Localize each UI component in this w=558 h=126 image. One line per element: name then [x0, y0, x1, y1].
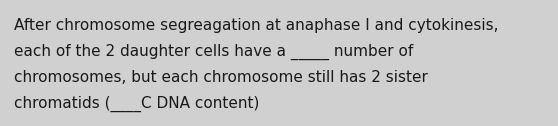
Text: each of the 2 daughter cells have a _____ number of: each of the 2 daughter cells have a ____… — [14, 44, 413, 60]
Text: chromosomes, but each chromosome still has 2 sister: chromosomes, but each chromosome still h… — [14, 70, 428, 85]
Text: chromatids (____C DNA content): chromatids (____C DNA content) — [14, 96, 259, 112]
Text: After chromosome segreagation at anaphase I and cytokinesis,: After chromosome segreagation at anaphas… — [14, 18, 498, 33]
